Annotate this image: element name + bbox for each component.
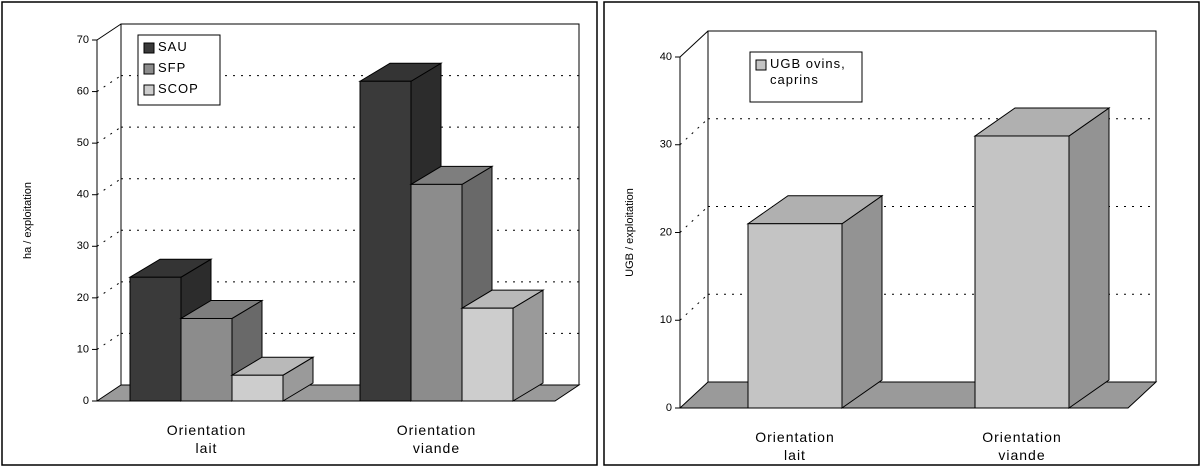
y-tick-label: 20 [660,226,672,238]
y-tick-label: 20 [77,292,89,304]
x-tick-label: Orientation lait [167,422,246,456]
chart: 0 10 20 30 40 50 60 70 ha / exploitation Orientat… [1,1,598,466]
y-tick-label: 50 [77,137,89,149]
grid-line-side [96,229,122,247]
y-tick-label: 70 [77,34,89,46]
y-tick-label: 40 [660,51,672,63]
y-tick-label: 30 [660,139,672,151]
panel-border [1,1,598,466]
legend-swatch [143,42,155,54]
bar [359,80,412,402]
grid-line-side [679,293,709,321]
bar-side [841,194,883,409]
bar [974,135,1070,409]
chart: 0 10 20 30 40 UGB / exploitation Orientation la… [603,1,1200,466]
bar [180,317,233,402]
legend-swatch [143,63,155,75]
legend-label: UGB ovins, caprins [770,56,846,87]
back-wall [120,23,580,385]
y-tick-label: 0 [666,402,672,414]
bar [461,307,514,402]
bar [410,183,463,402]
grid-line-side [96,75,122,92]
grid-line-side [96,126,122,144]
x-tick-label: Orientation viande [397,422,476,456]
panel-border [603,1,1200,466]
grid-line-side [96,178,122,196]
side-wall-edge [679,30,709,58]
y-tick-label: 60 [77,85,89,97]
grid-line-side [679,118,709,146]
y-tick-label: 40 [77,189,89,201]
y-tick-label: 10 [77,343,89,355]
bar-side [1068,107,1110,409]
side-wall-edge [96,23,122,41]
legend-label: SCOP [158,81,199,96]
x-tick-label: Orientation viande [982,429,1061,463]
grid-line-side [96,281,122,299]
bar-side [512,289,544,402]
legend-label: SFP [158,60,186,75]
grid-line-side [679,206,709,233]
bar [231,374,284,402]
bar [747,223,843,409]
y-tick-label: 30 [77,240,89,252]
x-tick-label: Orientation lait [755,429,834,463]
y-axis-label: UGB / exploitation [624,188,636,277]
legend-swatch [755,59,767,71]
grid-line-side [96,333,122,350]
legend-label: SAU [158,39,188,54]
y-tick-label: 0 [83,395,89,407]
y-tick-label: 10 [660,314,672,326]
legend-box [749,51,863,103]
legend-swatch [143,84,155,96]
y-axis-label: ha / exploitation [22,182,34,259]
bar [129,276,182,402]
